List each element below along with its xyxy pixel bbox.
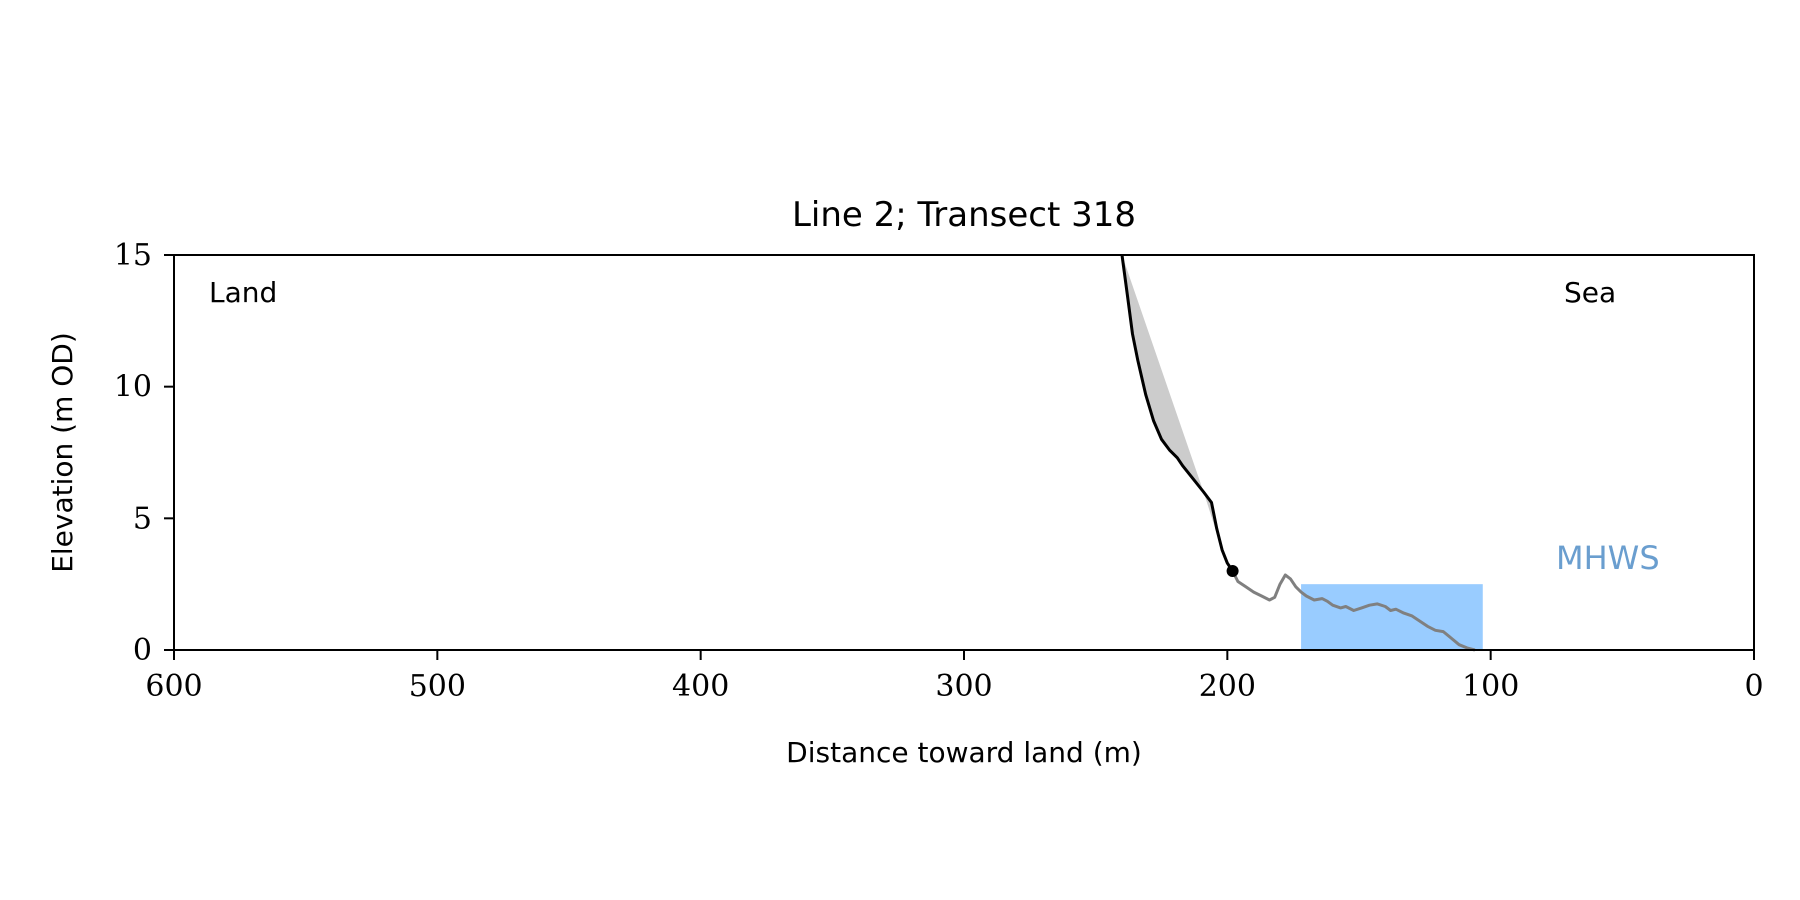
sea-annotation: Sea — [1564, 276, 1616, 309]
plot-frame — [173, 254, 1755, 651]
cliff-toe-point — [1226, 565, 1239, 577]
plot-area — [1120, 254, 1483, 652]
x-tick-label: 200 — [1199, 669, 1256, 704]
chart-title: Line 2; Transect 318 — [792, 195, 1136, 235]
mhws-annotation: MHWS — [1556, 539, 1660, 577]
x-axis-label: Distance toward land (m) — [786, 736, 1142, 769]
x-tick-label: 500 — [409, 669, 466, 704]
land-annotation: Land — [209, 276, 277, 309]
x-tick-label: 600 — [145, 669, 202, 704]
y-tick-label: 15 — [114, 238, 152, 273]
y-tick-label: 0 — [133, 633, 152, 668]
y-tick-label: 10 — [114, 370, 152, 405]
x-tick-label: 100 — [1462, 669, 1519, 704]
beach-profile-line — [1231, 570, 1476, 652]
y-axis-label: Elevation (m OD) — [46, 332, 79, 573]
y-tick-label: 5 — [133, 501, 152, 536]
x-tick-label: 0 — [1744, 669, 1763, 704]
cliff-profile-line — [1120, 254, 1234, 572]
x-tick-label: 400 — [672, 669, 729, 704]
x-tick-label: 300 — [935, 669, 992, 704]
axes: 600 500 400 300 200 100 0 0 5 10 15 — [114, 238, 1764, 704]
